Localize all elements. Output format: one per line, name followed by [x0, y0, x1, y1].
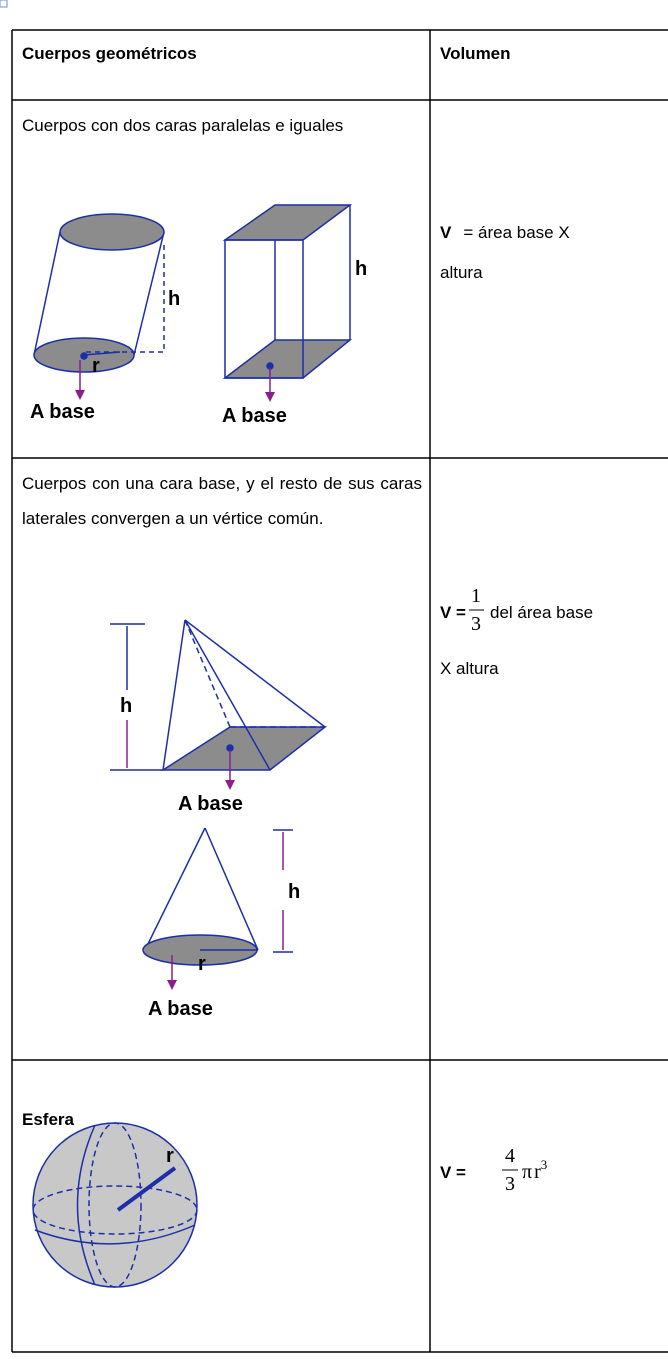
label: h	[288, 881, 300, 903]
denominator: 3	[505, 1173, 515, 1195]
description: Esfera	[22, 1110, 74, 1129]
formula: V = área base X	[440, 223, 570, 242]
label: h	[355, 258, 367, 280]
formula-symbol: V =	[440, 603, 466, 622]
label: A base	[148, 998, 213, 1020]
numerator: 4	[505, 1145, 515, 1167]
exponent: 3	[541, 1157, 548, 1172]
sphere	[32, 1122, 198, 1288]
cylinder	[33, 213, 165, 400]
table-grid	[11, 29, 668, 1353]
formula-text: = área base X	[463, 223, 569, 242]
icon	[0, 0, 8, 8]
header: Volumen	[440, 44, 511, 63]
formula-text: altura	[440, 263, 483, 282]
prism	[222, 204, 353, 402]
formula-text: del área base	[490, 603, 593, 622]
label: r	[92, 355, 100, 377]
variable: r	[534, 1161, 541, 1183]
pyramid	[110, 619, 328, 790]
header: Cuerpos geométricos	[22, 44, 197, 63]
cone	[142, 827, 293, 990]
formula-text: π r3	[522, 1157, 547, 1183]
label: A base	[222, 405, 287, 427]
description: Cuerpos con una cara base, y el resto de…	[22, 474, 422, 528]
denominator: 3	[471, 613, 481, 635]
description: Cuerpos con dos caras paralelas e iguale…	[22, 116, 344, 135]
numerator: 1	[471, 585, 481, 607]
label: h	[120, 695, 132, 717]
formula-symbol: V =	[440, 1163, 466, 1182]
label: A base	[178, 793, 243, 815]
label: h	[168, 288, 180, 310]
formula-symbol: V	[440, 223, 452, 242]
formula-text: X altura	[440, 659, 499, 678]
pi: π	[522, 1161, 532, 1183]
label: A base	[30, 401, 95, 423]
label: r	[166, 1145, 174, 1167]
label: r	[198, 953, 206, 975]
